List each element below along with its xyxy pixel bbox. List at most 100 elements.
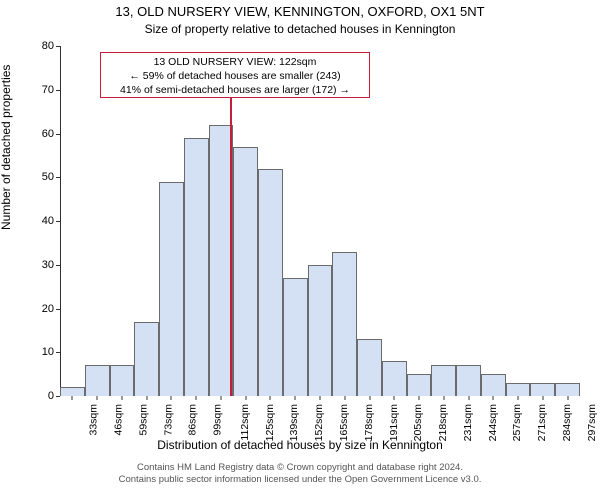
- x-tick: 139sqm: [270, 396, 271, 400]
- x-tick-label: 257sqm: [512, 404, 524, 441]
- x-tick-label: 284sqm: [561, 404, 573, 441]
- x-tick: 152sqm: [295, 396, 296, 400]
- x-tick-mark: [121, 396, 122, 400]
- x-tick-label: 297sqm: [586, 404, 598, 441]
- histogram-bar: [332, 252, 357, 396]
- x-tick-mark: [518, 396, 519, 400]
- annotation-line: 41% of semi-detached houses are larger (…: [105, 83, 365, 97]
- histogram-bar: [506, 383, 531, 396]
- y-tick-mark: [56, 309, 60, 310]
- x-tick: 165sqm: [320, 396, 321, 400]
- y-axis-line: [60, 46, 61, 396]
- x-tick-mark: [320, 396, 321, 400]
- histogram-bar: [456, 365, 481, 396]
- x-tick-label: 73sqm: [162, 404, 174, 436]
- histogram-bar: [233, 147, 258, 396]
- x-tick: 125sqm: [245, 396, 246, 400]
- x-tick-label: 271sqm: [536, 404, 548, 441]
- y-tick-mark: [56, 396, 60, 397]
- x-tick-label: 139sqm: [289, 404, 301, 441]
- y-tick-mark: [56, 221, 60, 222]
- x-tick-label: 165sqm: [338, 404, 350, 441]
- y-tick-label: 70: [42, 84, 54, 96]
- x-tick: 218sqm: [419, 396, 420, 400]
- x-tick-label: 86sqm: [187, 404, 199, 436]
- x-tick-mark: [270, 396, 271, 400]
- histogram-bar: [555, 383, 580, 396]
- x-tick: 271sqm: [518, 396, 519, 400]
- histogram-bar: [159, 182, 184, 396]
- caption-line-2: Contains public sector information licen…: [119, 474, 482, 485]
- x-tick: 33sqm: [72, 396, 73, 400]
- y-tick-mark: [56, 265, 60, 266]
- caption: Contains HM Land Registry data © Crown c…: [0, 462, 600, 486]
- x-tick-label: 112sqm: [239, 404, 251, 441]
- x-tick-mark: [196, 396, 197, 400]
- x-tick-mark: [394, 396, 395, 400]
- x-tick-mark: [369, 396, 370, 400]
- histogram-bar: [357, 339, 382, 396]
- histogram-bar: [308, 265, 333, 396]
- x-tick-label: 191sqm: [388, 404, 400, 441]
- x-tick-mark: [443, 396, 444, 400]
- y-tick-mark: [56, 177, 60, 178]
- x-tick: 46sqm: [97, 396, 98, 400]
- histogram-bar: [407, 374, 432, 396]
- histogram-bar: [382, 361, 407, 396]
- x-tick: 257sqm: [493, 396, 494, 400]
- plot-area: 0102030405060708033sqm46sqm59sqm73sqm86s…: [60, 46, 580, 396]
- x-tick-mark: [72, 396, 73, 400]
- y-tick-mark: [56, 352, 60, 353]
- x-tick-mark: [542, 396, 543, 400]
- annotation-box: 13 OLD NURSERY VIEW: 122sqm← 59% of deta…: [100, 52, 370, 98]
- x-tick: 244sqm: [468, 396, 469, 400]
- y-tick-label: 50: [42, 171, 54, 183]
- y-tick-label: 40: [42, 215, 54, 227]
- x-tick-mark: [245, 396, 246, 400]
- x-tick-label: 152sqm: [313, 404, 325, 441]
- x-tick-label: 33sqm: [88, 404, 100, 436]
- y-tick-mark: [56, 46, 60, 47]
- x-tick: 205sqm: [394, 396, 395, 400]
- x-tick-mark: [97, 396, 98, 400]
- x-tick-label: 125sqm: [264, 404, 276, 441]
- x-tick-mark: [493, 396, 494, 400]
- x-tick: 59sqm: [121, 396, 122, 400]
- x-tick-label: 218sqm: [437, 404, 449, 441]
- x-tick-mark: [146, 396, 147, 400]
- y-tick-label: 80: [42, 40, 54, 52]
- x-tick-mark: [468, 396, 469, 400]
- x-tick-label: 231sqm: [462, 404, 474, 441]
- x-tick: 191sqm: [369, 396, 370, 400]
- x-tick: 284sqm: [542, 396, 543, 400]
- histogram-bar: [184, 138, 209, 396]
- y-axis-label: Number of detached properties: [0, 65, 13, 230]
- histogram-bar: [530, 383, 555, 396]
- x-tick-mark: [295, 396, 296, 400]
- x-tick-label: 178sqm: [363, 404, 375, 441]
- x-tick: 297sqm: [567, 396, 568, 400]
- x-tick-mark: [344, 396, 345, 400]
- histogram-bar: [110, 365, 135, 396]
- annotation-line: 13 OLD NURSERY VIEW: 122sqm: [105, 55, 365, 69]
- x-tick: 73sqm: [146, 396, 147, 400]
- y-tick-label: 30: [42, 259, 54, 271]
- x-tick: 178sqm: [344, 396, 345, 400]
- x-tick-label: 59sqm: [137, 404, 149, 436]
- x-tick-label: 46sqm: [112, 404, 124, 436]
- histogram-bar: [85, 365, 110, 396]
- y-tick-label: 0: [48, 390, 54, 402]
- chart-subtitle: Size of property relative to detached ho…: [0, 22, 600, 36]
- x-tick-mark: [171, 396, 172, 400]
- y-tick-mark: [56, 134, 60, 135]
- caption-line-1: Contains HM Land Registry data © Crown c…: [137, 462, 463, 473]
- x-tick: 86sqm: [171, 396, 172, 400]
- x-tick: 112sqm: [220, 396, 221, 400]
- chart-title: 13, OLD NURSERY VIEW, KENNINGTON, OXFORD…: [0, 4, 600, 19]
- page: 13, OLD NURSERY VIEW, KENNINGTON, OXFORD…: [0, 0, 600, 500]
- y-tick-label: 60: [42, 128, 54, 140]
- histogram-bar: [60, 387, 85, 396]
- x-tick: 231sqm: [443, 396, 444, 400]
- x-tick-mark: [220, 396, 221, 400]
- y-tick-label: 20: [42, 303, 54, 315]
